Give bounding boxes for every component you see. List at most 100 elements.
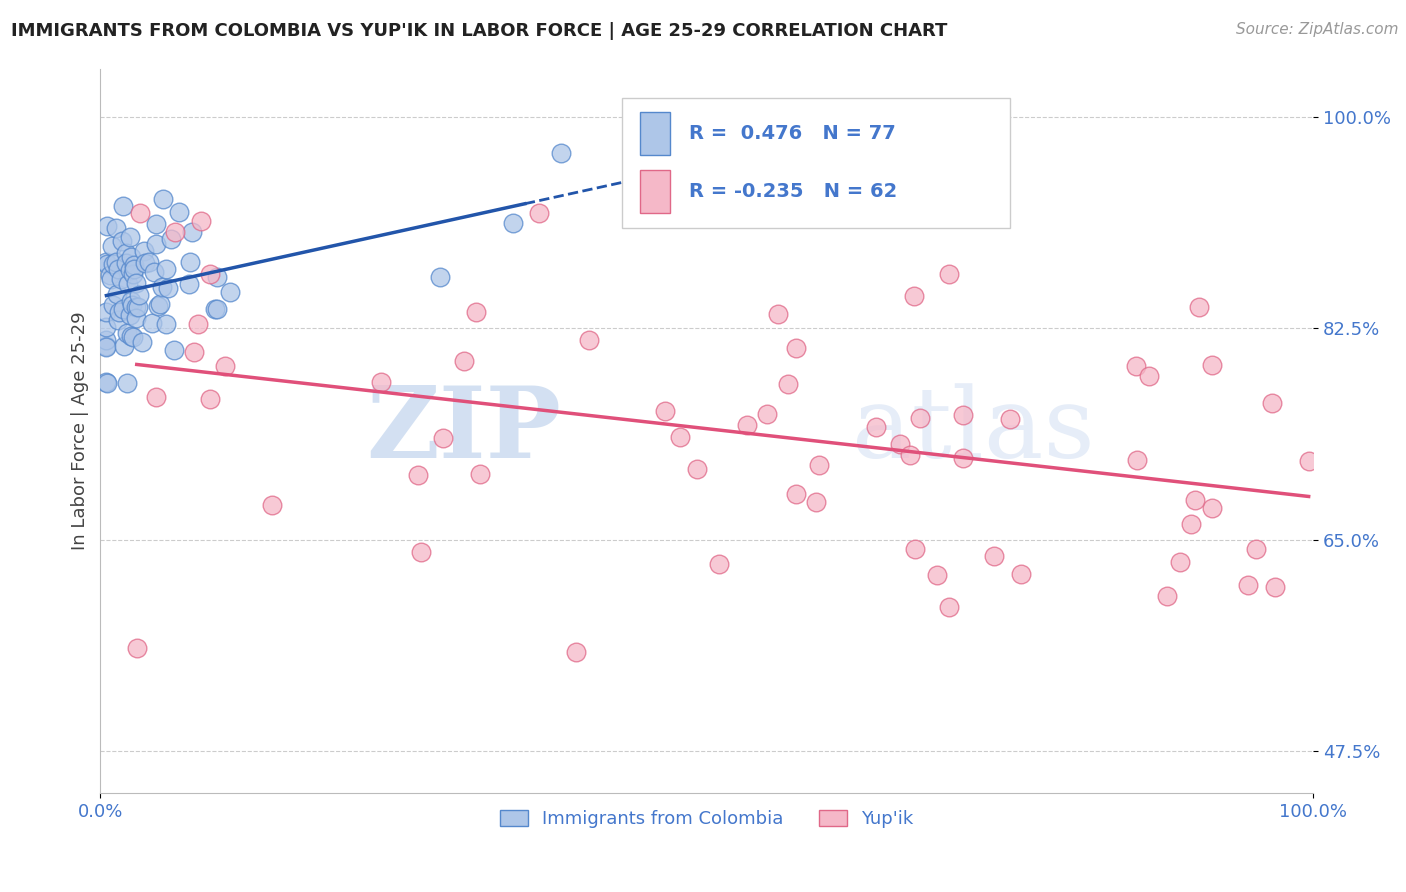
Point — [219, 285, 242, 299]
Point — [101, 257, 124, 271]
Point — [1180, 517, 1202, 532]
Point — [529, 206, 551, 220]
Point — [205, 302, 228, 317]
Point — [163, 343, 186, 358]
Point — [104, 255, 127, 269]
Point — [96, 340, 118, 354]
Point — [756, 146, 779, 161]
Text: R =  0.476   N = 77: R = 0.476 N = 77 — [689, 124, 896, 144]
Point — [101, 238, 124, 252]
Point — [141, 316, 163, 330]
Point — [707, 557, 730, 571]
Point — [1156, 589, 1178, 603]
Point — [96, 255, 118, 269]
Point — [96, 333, 118, 347]
Point — [952, 450, 974, 465]
Point — [160, 232, 183, 246]
Point — [150, 280, 173, 294]
Point — [204, 301, 226, 316]
Point — [925, 568, 948, 582]
Point — [696, 146, 718, 161]
Point — [550, 146, 572, 161]
Text: R = -0.235   N = 62: R = -0.235 N = 62 — [689, 182, 897, 202]
Point — [983, 549, 1005, 564]
Point — [107, 312, 129, 326]
Point — [938, 600, 960, 615]
Point — [1126, 453, 1149, 467]
Point — [1188, 300, 1211, 314]
Point — [910, 410, 932, 425]
Point — [903, 289, 925, 303]
Point — [156, 280, 179, 294]
Point — [904, 541, 927, 556]
Point — [128, 206, 150, 220]
Point — [127, 300, 149, 314]
Point — [198, 267, 221, 281]
Point — [122, 267, 145, 281]
Point — [98, 268, 121, 282]
Point — [117, 376, 139, 390]
Point — [406, 468, 429, 483]
Point — [134, 256, 156, 270]
Point — [1184, 492, 1206, 507]
Point — [138, 254, 160, 268]
Point — [96, 376, 118, 390]
Point — [132, 244, 155, 259]
Point — [111, 234, 134, 248]
Point — [125, 277, 148, 291]
Point — [145, 237, 167, 252]
FancyBboxPatch shape — [621, 97, 1010, 228]
Point — [578, 333, 600, 347]
Point — [115, 246, 138, 260]
Point — [1298, 454, 1320, 468]
Point — [187, 317, 209, 331]
Point — [889, 437, 911, 451]
Point — [121, 330, 143, 344]
Point — [190, 214, 212, 228]
Point — [149, 297, 172, 311]
Point — [737, 418, 759, 433]
Point — [686, 461, 709, 475]
Text: ZIP: ZIP — [367, 383, 561, 479]
Point — [96, 320, 118, 334]
Point — [96, 376, 118, 390]
Point — [262, 498, 284, 512]
Point — [1137, 368, 1160, 383]
Point — [865, 419, 887, 434]
Point — [125, 310, 148, 325]
Point — [565, 645, 588, 659]
Point — [1125, 359, 1147, 374]
Point — [1010, 566, 1032, 581]
Text: IMMIGRANTS FROM COLOMBIA VS YUP'IK IN LABOR FORCE | AGE 25-29 CORRELATION CHART: IMMIGRANTS FROM COLOMBIA VS YUP'IK IN LA… — [11, 22, 948, 40]
Point — [143, 265, 166, 279]
Point — [1264, 580, 1286, 594]
Point — [169, 204, 191, 219]
Point — [131, 334, 153, 349]
Point — [118, 308, 141, 322]
Point — [128, 288, 150, 302]
Point — [152, 192, 174, 206]
Point — [155, 317, 177, 331]
Point — [453, 354, 475, 368]
Point — [179, 254, 201, 268]
Point — [429, 270, 451, 285]
Point — [952, 408, 974, 422]
Point — [998, 412, 1021, 426]
Point — [145, 391, 167, 405]
FancyBboxPatch shape — [640, 170, 671, 213]
Point — [465, 304, 488, 318]
FancyBboxPatch shape — [640, 112, 671, 155]
Point — [96, 305, 118, 319]
Point — [1244, 542, 1267, 557]
Point — [205, 270, 228, 285]
Point — [103, 298, 125, 312]
Point — [180, 225, 202, 239]
Point — [1201, 358, 1223, 372]
Point — [785, 487, 807, 501]
Point — [111, 301, 134, 316]
Point — [370, 376, 392, 390]
Point — [112, 339, 135, 353]
Point — [214, 359, 236, 373]
Point — [120, 328, 142, 343]
Point — [766, 307, 789, 321]
